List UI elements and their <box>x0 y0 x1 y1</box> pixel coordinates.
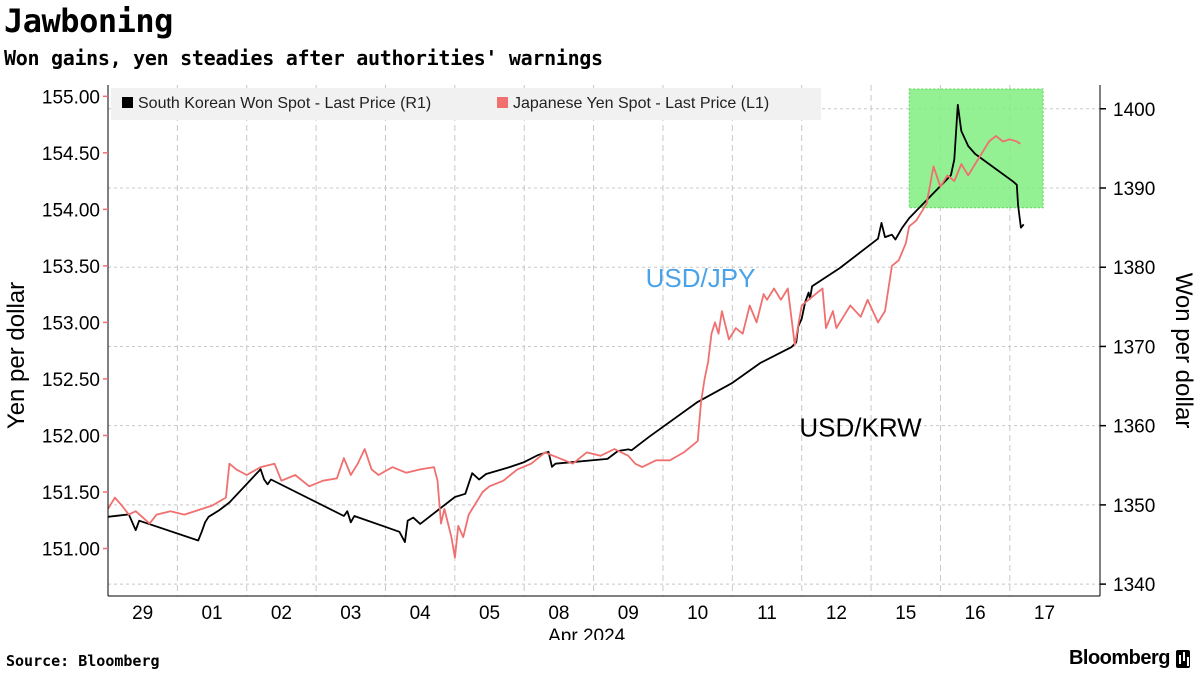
x-tick-label: 03 <box>340 603 361 624</box>
legend-label-won: South Korean Won Spot - Last Price (R1) <box>138 95 431 112</box>
chart-subtitle: Won gains, yen steadies after authoritie… <box>4 46 603 70</box>
left-tick-label: 151.00 <box>42 540 100 561</box>
left-tick-label: 155.00 <box>42 87 100 108</box>
x-tick-label: 08 <box>548 603 569 624</box>
right-tick-label: 1400 <box>1113 100 1155 121</box>
right-tick-label: 1390 <box>1113 179 1155 200</box>
right-tick-label: 1360 <box>1113 417 1155 438</box>
x-tick-label: 10 <box>687 603 708 624</box>
x-tick-label: 16 <box>965 603 986 624</box>
series-line-yen <box>107 135 1021 559</box>
highlight-box <box>908 88 1044 209</box>
dual-axis-line-chart: 151.00 151.50 152.00 152.50 153.00 153.50 154.… <box>3 85 1197 640</box>
x-tick-label: 17 <box>1034 603 1055 624</box>
left-tick-label: 154.50 <box>42 144 100 165</box>
x-tick-label: 11 <box>757 603 777 624</box>
left-tick-label: 153.50 <box>42 257 100 278</box>
x-tick-label: 09 <box>618 603 639 624</box>
right-axis-title: Won per dollar <box>1170 273 1197 429</box>
chart-title: Jawboning <box>4 2 173 40</box>
annotation-usd-krw: USD/KRW <box>799 412 922 442</box>
x-axis-label: Apr 2024 <box>548 626 626 640</box>
source-note: Source: Bloomberg <box>6 652 160 670</box>
bloomberg-logo: Bloomberg <box>1069 647 1190 670</box>
left-axis-title: Yen per dollar <box>3 282 30 429</box>
annotation-usd-jpy: USD/JPY <box>646 263 756 293</box>
left-tick-label: 151.50 <box>42 483 100 504</box>
left-tick-label: 152.00 <box>42 426 100 447</box>
x-tick-label: 29 <box>132 603 153 624</box>
legend-swatch-won <box>122 97 133 108</box>
x-tick-label: 01 <box>201 603 222 624</box>
legend-swatch-yen <box>497 97 508 108</box>
series-layer <box>107 103 1025 559</box>
highlight-layer <box>908 88 1044 209</box>
right-tick-label: 1380 <box>1113 258 1155 279</box>
brand-name: Bloomberg <box>1068 647 1171 669</box>
legend-layer: South Korean Won Spot - Last Price (R1) J… <box>111 88 821 120</box>
legend-box <box>111 88 821 120</box>
right-tick-label: 1350 <box>1113 496 1155 517</box>
axis-layer: 151.00 151.50 152.00 152.50 153.00 153.50 154.… <box>3 85 1197 640</box>
x-tick-label: 15 <box>895 603 916 624</box>
x-tick-label: 02 <box>271 603 292 624</box>
x-tick-label: 04 <box>410 603 432 624</box>
left-tick-label: 152.50 <box>42 370 100 391</box>
series-line-won <box>107 103 1025 543</box>
right-tick-label: 1340 <box>1113 575 1155 596</box>
left-tick-label: 153.00 <box>42 313 100 334</box>
right-tick-label: 1370 <box>1113 337 1155 358</box>
bloomberg-mark-icon <box>1176 649 1190 668</box>
x-tick-label: 05 <box>479 603 500 624</box>
label-layer: USD/JPY USD/KRW <box>646 263 923 442</box>
x-tick-label: 12 <box>826 603 847 624</box>
legend-label-yen: Japanese Yen Spot - Last Price (L1) <box>513 95 769 112</box>
left-tick-label: 154.00 <box>42 200 100 221</box>
